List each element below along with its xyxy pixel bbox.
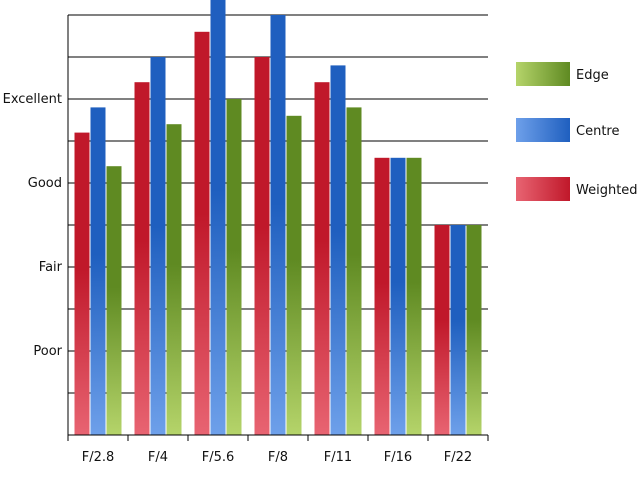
legend-swatch-weighted xyxy=(516,177,570,201)
bar-weighted-f11 xyxy=(314,82,330,435)
bar-weighted-f8 xyxy=(254,57,270,435)
x-tick-labels: F/2.8 F/4 F/5.6 F/8 F/11 F/16 F/22 xyxy=(82,450,472,465)
legend-swatch-centre xyxy=(516,118,570,142)
x-tick-label: F/2.8 xyxy=(82,450,115,465)
bar-weighted-f4 xyxy=(134,82,150,435)
bar-centre-f16 xyxy=(390,157,406,436)
bar-edge-f22 xyxy=(466,225,482,435)
y-tick-label-excellent: Excellent xyxy=(3,92,62,107)
legend: Edge Centre Weighted xyxy=(516,62,638,201)
bar-edge-f56 xyxy=(226,99,242,435)
bar-centre-f8 xyxy=(270,15,286,435)
bar-edge-f16 xyxy=(406,157,422,436)
legend-label-edge: Edge xyxy=(576,68,609,83)
bar-edge-f4 xyxy=(166,124,182,435)
bar-centre-f4 xyxy=(150,57,166,435)
x-tick-label: F/5.6 xyxy=(202,450,235,465)
x-tick-label: F/4 xyxy=(148,450,168,465)
bar-centre-f56 xyxy=(210,0,226,436)
bar-weighted-f56 xyxy=(194,31,210,436)
y-tick-label-poor: Poor xyxy=(33,344,62,359)
bar-centre-f28 xyxy=(90,107,106,436)
legend-swatch-edge xyxy=(516,62,570,86)
bar-edge-f28 xyxy=(106,166,122,435)
x-tick-label: F/11 xyxy=(324,450,352,465)
bar-edge-f11 xyxy=(346,107,362,436)
axes xyxy=(67,15,489,441)
legend-label-weighted: Weighted xyxy=(576,183,638,198)
bar-weighted-f16 xyxy=(374,157,390,436)
x-tick-label: F/8 xyxy=(268,450,288,465)
bar-centre-f22 xyxy=(450,225,466,435)
y-tick-label-fair: Fair xyxy=(39,260,63,275)
x-tick-label: F/22 xyxy=(444,450,472,465)
legend-label-centre: Centre xyxy=(576,124,619,139)
bar-weighted-f28 xyxy=(74,132,90,435)
bar-weighted-f22 xyxy=(434,225,450,435)
bars-group xyxy=(74,0,482,436)
y-tick-labels: Poor Fair Good Excellent xyxy=(3,92,63,359)
bar-edge-f8 xyxy=(286,115,302,436)
x-tick-label: F/16 xyxy=(384,450,412,465)
y-tick-label-good: Good xyxy=(28,176,62,191)
bar-centre-f11 xyxy=(330,65,346,436)
